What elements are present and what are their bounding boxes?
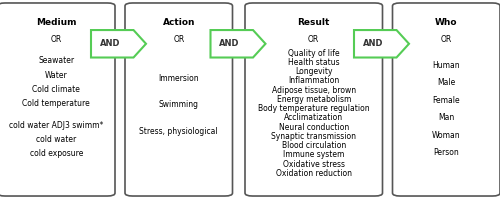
Text: Health status: Health status <box>288 58 340 67</box>
Text: Oxidative stress: Oxidative stress <box>283 160 345 169</box>
Text: Swimming: Swimming <box>159 100 199 109</box>
Text: Adipose tissue, brown: Adipose tissue, brown <box>272 86 356 95</box>
FancyBboxPatch shape <box>0 3 115 196</box>
Text: OR: OR <box>440 35 452 44</box>
Text: Quality of life: Quality of life <box>288 49 340 58</box>
Text: Male: Male <box>437 78 456 88</box>
Text: Oxidation reduction: Oxidation reduction <box>276 169 352 178</box>
Text: OR: OR <box>308 35 320 44</box>
Text: Synaptic transmission: Synaptic transmission <box>271 132 356 141</box>
Text: Human: Human <box>432 61 460 70</box>
FancyBboxPatch shape <box>245 3 382 196</box>
Text: Neural conduction: Neural conduction <box>278 123 349 132</box>
Text: Longevity: Longevity <box>295 67 333 76</box>
Text: Woman: Woman <box>432 131 460 140</box>
Text: Result: Result <box>298 18 330 27</box>
Text: Energy metabolism: Energy metabolism <box>276 95 351 104</box>
Text: Inflammation: Inflammation <box>288 76 340 85</box>
Text: AND: AND <box>100 39 120 48</box>
Text: OR: OR <box>173 35 184 44</box>
FancyBboxPatch shape <box>125 3 232 196</box>
Polygon shape <box>354 30 409 58</box>
Text: OR: OR <box>50 35 62 44</box>
Text: Who: Who <box>435 18 458 27</box>
Polygon shape <box>210 30 266 58</box>
Text: Stress, physiological: Stress, physiological <box>140 127 218 136</box>
Text: Cold temperature: Cold temperature <box>22 99 90 108</box>
Polygon shape <box>91 30 146 58</box>
Text: Man: Man <box>438 113 454 122</box>
Text: AND: AND <box>219 39 240 48</box>
Text: cold water: cold water <box>36 135 76 144</box>
Text: Person: Person <box>434 148 459 157</box>
Text: Acclimatization: Acclimatization <box>284 113 344 122</box>
Text: Immersion: Immersion <box>158 74 199 83</box>
Text: Immune system: Immune system <box>283 150 344 159</box>
Text: cold exposure: cold exposure <box>30 149 83 158</box>
Text: Blood circulation: Blood circulation <box>282 141 346 150</box>
Text: Water: Water <box>45 71 68 80</box>
Text: Medium: Medium <box>36 18 76 27</box>
Text: Seawater: Seawater <box>38 56 74 65</box>
Text: Body temperature regulation: Body temperature regulation <box>258 104 370 113</box>
Text: Female: Female <box>432 96 460 105</box>
Text: Action: Action <box>162 18 195 27</box>
Text: Cold climate: Cold climate <box>32 85 80 94</box>
Text: AND: AND <box>362 39 383 48</box>
FancyBboxPatch shape <box>392 3 500 196</box>
Text: cold water ADJ3 swimm*: cold water ADJ3 swimm* <box>9 121 104 130</box>
